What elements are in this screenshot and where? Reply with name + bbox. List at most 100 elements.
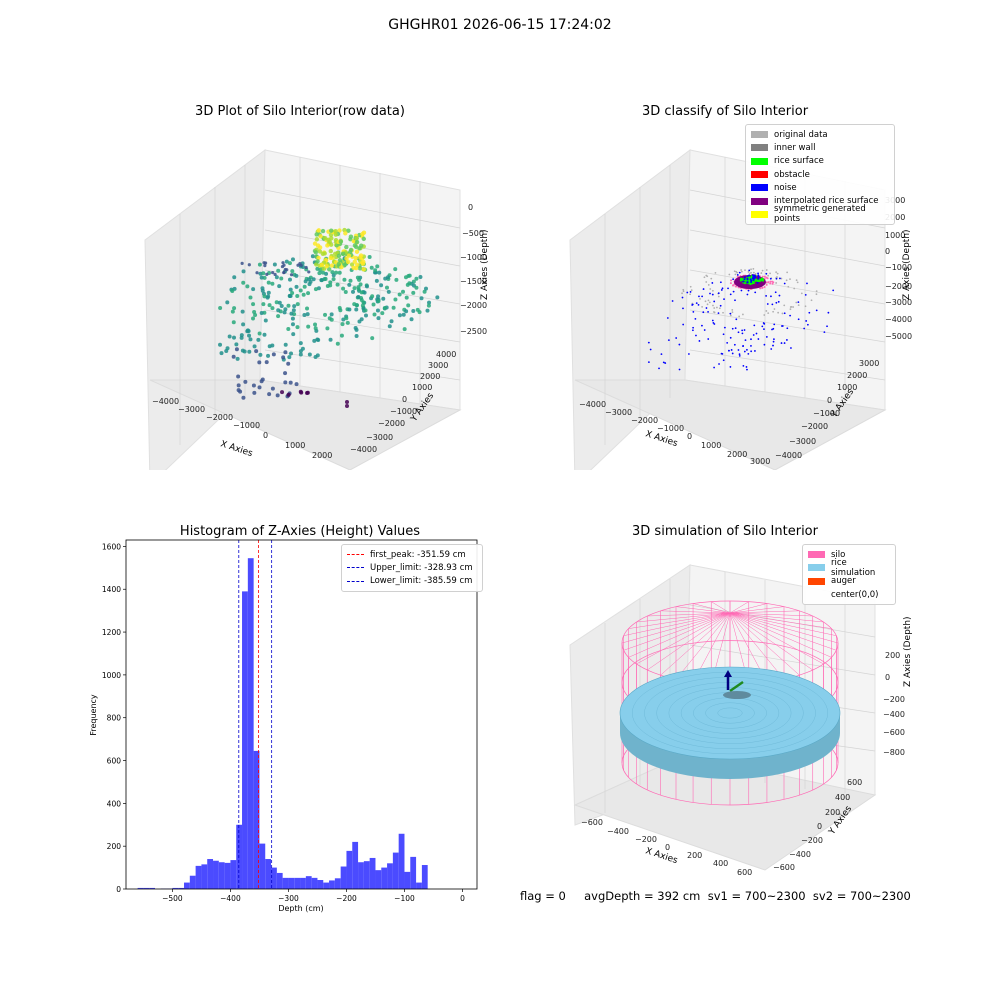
raw-point	[355, 275, 360, 280]
raw-point	[273, 272, 277, 277]
raw-point	[403, 275, 408, 280]
hist-x-tick: 0	[460, 894, 465, 903]
raw-point	[331, 273, 336, 278]
raw-point	[231, 354, 236, 359]
raw-point	[305, 312, 310, 317]
raw-point	[259, 275, 264, 280]
classify-point	[815, 309, 818, 312]
hist-x-tick: −100	[394, 894, 415, 903]
raw-point	[360, 261, 366, 266]
raw-point	[370, 294, 375, 299]
raw-point	[355, 262, 360, 267]
classify-z-tick: −1000	[885, 263, 912, 272]
raw-point	[303, 279, 308, 284]
raw-point	[219, 351, 224, 356]
classify-point	[742, 364, 745, 367]
classify-legend-item: obstacle	[751, 168, 889, 181]
classify-point	[762, 278, 765, 281]
classify-point	[770, 295, 772, 298]
classify-point	[704, 300, 707, 303]
sim-z-ticks: 200 0 −200 −400 −600 −800	[883, 651, 905, 757]
classify-point	[719, 304, 722, 307]
classify-point	[741, 332, 744, 335]
raw-point	[317, 271, 322, 276]
raw-point	[407, 281, 412, 286]
classify-point	[789, 306, 792, 308]
hist-legend-label: first_peak: -351.59 cm	[370, 549, 466, 560]
raw-point	[401, 289, 406, 294]
sim-legend-label: auger	[831, 576, 856, 587]
classify-point	[781, 312, 784, 315]
raw-x-tick: −4000	[152, 397, 179, 406]
raw-point	[419, 296, 424, 301]
raw-point	[414, 285, 419, 290]
raw-point	[347, 282, 352, 287]
classify-point	[771, 328, 773, 331]
raw-point	[235, 356, 240, 361]
classify-point	[730, 349, 733, 351]
classify-legend-item: rice surface	[751, 155, 889, 168]
classify-point	[777, 311, 780, 314]
raw-point	[227, 334, 232, 339]
sim-auger-arrow	[729, 680, 744, 693]
classify-point	[722, 311, 724, 314]
classify-point	[717, 295, 720, 298]
classify-point	[748, 274, 751, 277]
raw-point	[315, 266, 320, 271]
raw-point	[241, 280, 246, 285]
raw-point	[298, 352, 303, 357]
raw-plot-title: 3D Plot of Silo Interior(row data)	[195, 104, 405, 119]
hist-y-tick: 800	[107, 714, 122, 723]
raw-point	[345, 259, 351, 265]
raw-y-tick: 4000	[436, 350, 456, 359]
classify-y-tick: 3000	[859, 359, 879, 368]
raw-point	[254, 349, 259, 354]
sim-silo-roof-wire	[660, 612, 731, 676]
raw-point	[320, 251, 326, 256]
raw-point	[339, 333, 344, 338]
raw-point	[323, 312, 328, 317]
classify-point	[803, 327, 806, 330]
classify-point	[747, 352, 750, 355]
sim-silo-roof-wire	[729, 612, 837, 636]
raw-point	[354, 333, 359, 338]
sim-center-marker	[723, 691, 751, 699]
classify-point	[746, 293, 749, 296]
classify-point	[757, 272, 759, 275]
hist-bar	[340, 866, 347, 889]
raw-point	[282, 263, 286, 267]
classify-point	[752, 267, 755, 270]
classify-point	[793, 287, 796, 290]
classify-point	[750, 268, 752, 271]
raw-point	[425, 308, 430, 313]
raw-point	[418, 275, 423, 280]
classify-point	[743, 282, 747, 285]
sim-silo-roof-wire	[729, 612, 800, 676]
raw-point	[289, 273, 294, 277]
raw-point	[239, 335, 244, 340]
raw-point	[274, 300, 279, 305]
raw-point	[307, 277, 312, 282]
sim-silo-roof-wire	[729, 612, 832, 658]
classify-x-tick: −3000	[605, 408, 632, 417]
classify-point	[766, 277, 769, 280]
classify-point	[728, 349, 730, 352]
classify-point	[765, 295, 768, 297]
classify-plot-title: 3D classify of Silo Interior	[641, 104, 809, 119]
simulation-plot-title: 3D simulation of Silo Interior	[632, 524, 818, 539]
classify-point	[662, 361, 665, 364]
classify-point	[780, 342, 783, 344]
classify-point	[786, 327, 789, 330]
classify-point	[649, 348, 652, 351]
raw-point	[427, 300, 432, 305]
classify-point	[795, 301, 798, 304]
raw-point	[261, 302, 266, 307]
hist-legend-item: Lower_limit: -385.59 cm	[347, 575, 477, 588]
classify-point	[815, 290, 818, 293]
sim-z-tick: 200	[885, 651, 900, 660]
raw-point	[357, 246, 362, 251]
raw-point	[328, 337, 333, 342]
classify-point	[707, 310, 709, 313]
classify-point	[752, 278, 755, 281]
classify-legend-label: interpolated rice surface	[774, 196, 879, 207]
